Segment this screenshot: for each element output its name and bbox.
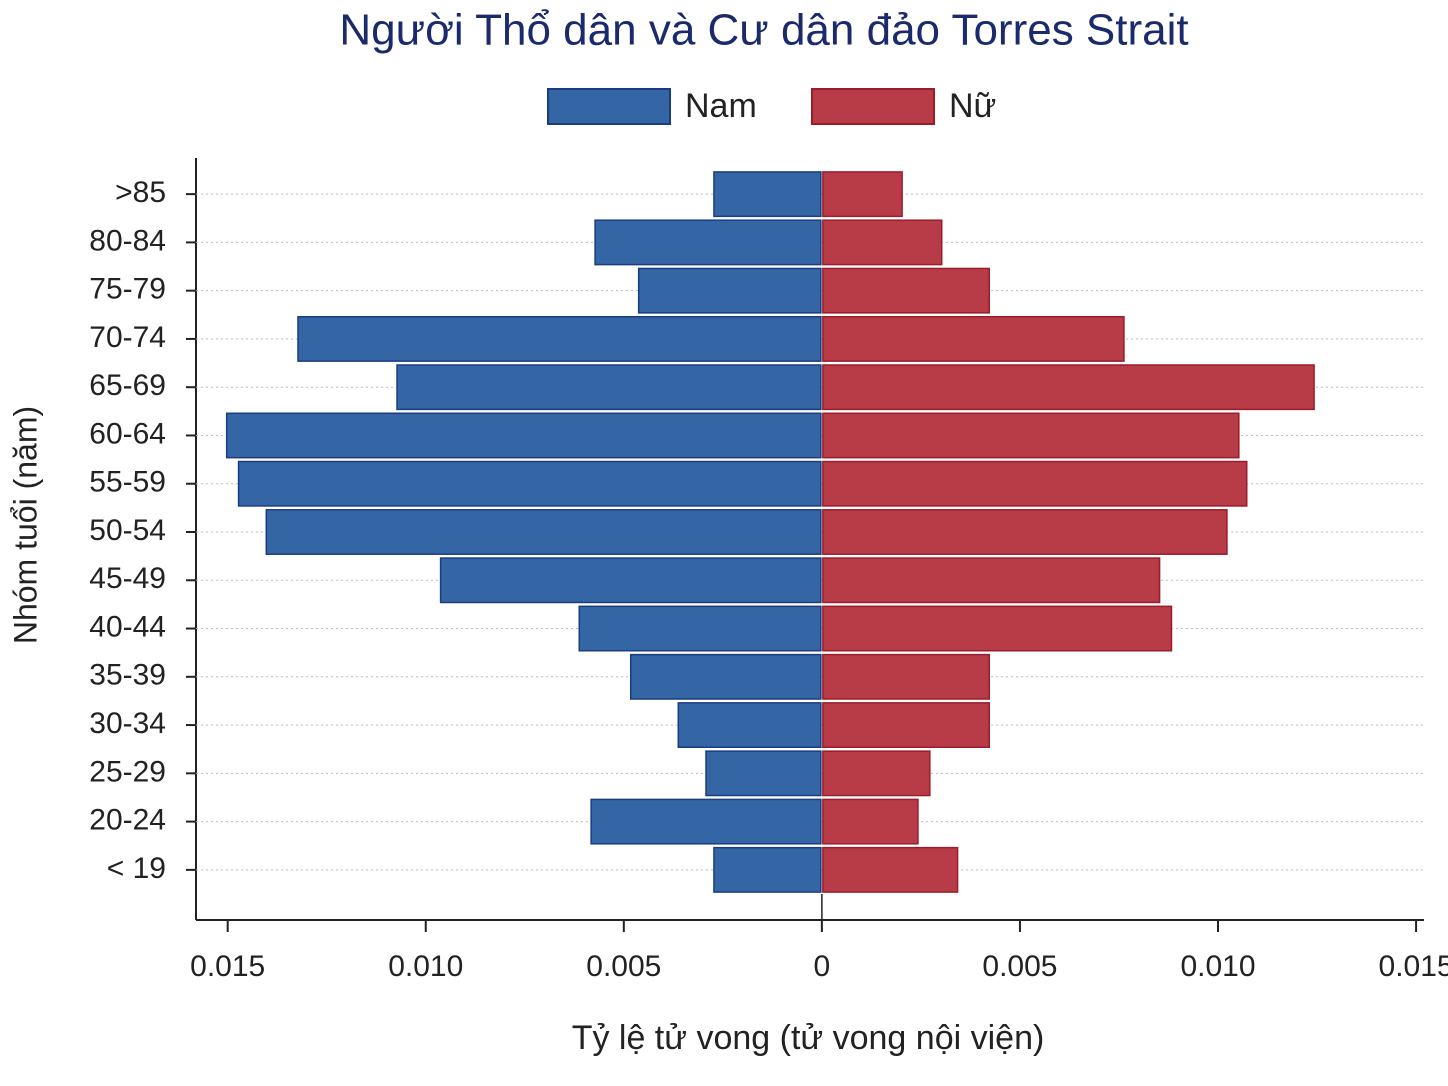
bar [822, 653, 991, 700]
y-tick-label: 60-64 [89, 417, 166, 450]
bar [713, 846, 822, 893]
bar [297, 315, 822, 362]
bar [822, 412, 1240, 459]
bar [677, 702, 822, 749]
x-tick-label: 0.010 [388, 950, 463, 983]
bar [637, 267, 822, 314]
x-tick-label: 0.015 [1379, 950, 1448, 983]
legend-label: Nữ [949, 87, 996, 125]
y-tick-label: 20-24 [89, 804, 166, 837]
bar [265, 509, 822, 555]
y-tick-label: 80-84 [89, 224, 166, 257]
bar [822, 750, 931, 797]
y-tick-label: 50-54 [89, 514, 166, 547]
x-tick-label: 0.005 [982, 950, 1057, 983]
bar [822, 798, 919, 845]
chart-title: Người Thổ dân và Cư dân đảo Torres Strai… [339, 6, 1188, 55]
legend-swatch [811, 88, 935, 125]
x-tick-label: 0 [814, 950, 831, 983]
y-tick-label: < 19 [107, 852, 166, 885]
bar [822, 267, 991, 314]
bar [822, 315, 1125, 362]
bar [439, 557, 822, 604]
y-tick-label: 75-79 [89, 273, 166, 306]
bar [822, 219, 943, 266]
x-tick-label: 0.010 [1180, 950, 1255, 983]
bar [822, 702, 991, 749]
bar [822, 557, 1161, 604]
bar [594, 219, 822, 266]
y-tick-label: 30-34 [89, 707, 166, 740]
legend-label: Nam [685, 87, 757, 125]
bar [629, 653, 822, 700]
bar [822, 460, 1248, 507]
bar [705, 750, 822, 797]
y-tick-label: 25-29 [89, 755, 166, 788]
y-tick-label: 70-74 [89, 321, 166, 354]
bar [396, 364, 822, 411]
y-axis-label: Nhóm tuổi (năm) [7, 406, 43, 644]
y-tick-label: 45-49 [89, 562, 166, 595]
x-tick-label: 0.015 [190, 950, 265, 983]
bar [822, 846, 959, 893]
bar [713, 171, 822, 218]
y-tick-label: 65-69 [89, 369, 166, 402]
bar [237, 460, 822, 507]
y-tick-label: 35-39 [89, 659, 166, 692]
bar [822, 171, 903, 218]
bar [822, 509, 1228, 555]
y-tick-label: 55-59 [89, 466, 166, 499]
bar [822, 364, 1315, 411]
bar [590, 798, 822, 845]
bar [225, 412, 822, 459]
x-tick-label: 0.005 [586, 950, 661, 983]
x-axis-label: Tỷ lệ tử vong (tử vong nội viện) [572, 1019, 1045, 1057]
y-tick-label: 40-44 [89, 610, 166, 643]
legend-swatch [547, 88, 671, 125]
y-tick-label: >85 [115, 176, 166, 209]
bar [822, 605, 1173, 652]
bar [578, 605, 822, 652]
